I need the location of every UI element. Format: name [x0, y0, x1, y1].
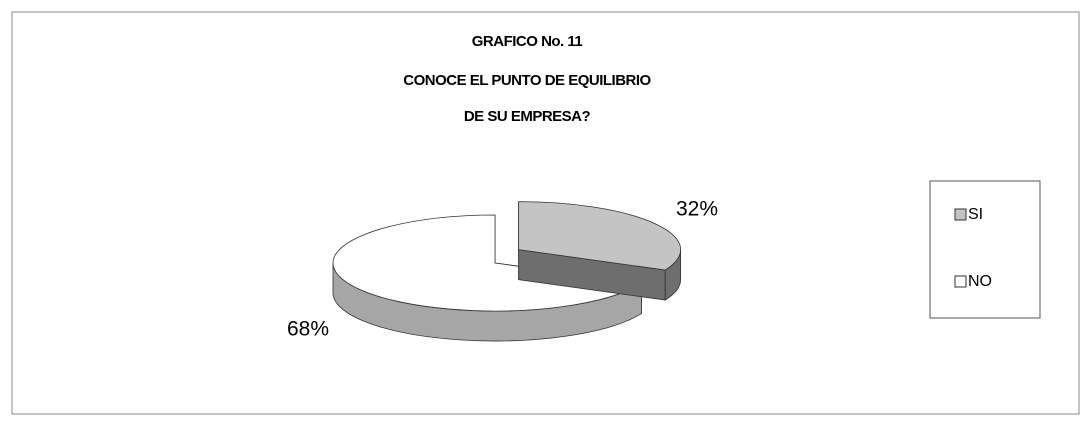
legend-box — [929, 180, 1041, 319]
legend-swatch — [954, 208, 967, 221]
chart-title: GRAFICO No. 11 — [472, 33, 583, 50]
chart-title: DE SU EMPRESA? — [464, 108, 591, 125]
value-label: 32% — [676, 198, 718, 221]
legend-label: NO — [968, 273, 992, 290]
legend-swatch — [954, 275, 967, 288]
value-label: 68% — [287, 318, 329, 341]
legend-label: SI — [968, 206, 983, 223]
slice-top — [518, 201, 682, 271]
slice-top — [332, 214, 643, 312]
pie — [332, 201, 682, 342]
chart-title: CONOCE EL PUNTO DE EQUILIBRIO — [403, 72, 651, 89]
